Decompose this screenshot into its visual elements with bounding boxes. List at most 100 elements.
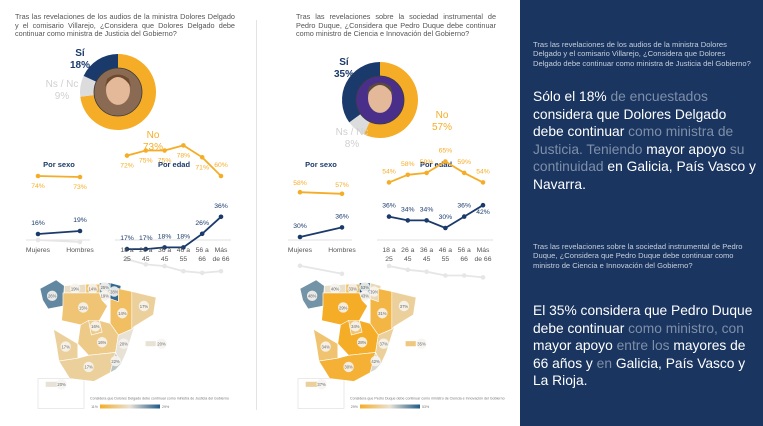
point-no [461,170,467,176]
map-legend-gradient [100,404,160,409]
point-nsnc [218,268,224,274]
map-value-label: 35% [417,342,426,347]
point-nsnc [199,270,205,276]
map-value-label: 48% [308,294,317,299]
sidebar-question-delgado: Tras las revelaciones de los audios de l… [533,40,751,68]
x-tick-label: de 66 [474,256,491,263]
x-tick-label: 25 [385,256,393,263]
map-value-label: 40% [331,286,340,291]
data-label-si: 36% [457,203,471,210]
map-value-bubble [370,355,381,367]
map-value-bubble [83,361,94,373]
map-value-bubble [78,302,89,313]
portrait-hair [104,74,132,88]
map-value-bubble [338,302,349,313]
summary-text: de encuestados [606,89,708,104]
donut-label-si: Sí [75,48,86,59]
point-nsnc [443,273,448,278]
chart-title: Por edad [158,160,191,169]
point-no [443,159,448,164]
map-value-label: 16% [98,340,107,345]
map-value-bubble [56,379,67,390]
map-value-label: 53% [361,285,370,290]
x-tick-label: 46 a [177,247,190,254]
map-legend-max: 29% [162,405,170,409]
map-value-bubble [347,283,358,294]
point-nsnc [35,237,41,243]
series-line-si [388,204,484,230]
x-tick-label: 45 [404,256,412,263]
point-nsnc [162,263,167,269]
x-tick-label: 45 [161,256,169,263]
point-nsnc [77,239,83,245]
map-value-bubble [109,286,120,297]
map-value-bubble [118,338,129,349]
donut-slice-si [83,54,118,82]
portrait-hair [366,82,394,96]
sidebar-summary-delgado: Sólo el 18% de encuestados considera que… [533,88,758,194]
point-si [162,245,167,250]
map-value-label: 14% [88,286,97,291]
summary-text: como ministra de Justicia. Teniendo [533,124,734,157]
map-value-label: 37% [400,304,409,309]
map-value-bubble [316,379,327,390]
point-no [124,153,130,158]
map-value-bubble [343,361,354,373]
x-tick-label: 56 a [458,247,471,254]
series-line-nsnc [299,264,343,275]
map-value-label: 19% [101,294,110,299]
sidebar-summary-duque: El 35% considera que Pedro Duque debe co… [533,302,758,390]
map-region [337,320,379,356]
donut-label-no: No [147,130,160,141]
map-legend-min: 29% [351,405,359,409]
x-tick-label: 45 [142,256,150,263]
map-region [145,340,157,347]
map-value-bubble [378,338,389,349]
point-nsnc [143,262,149,267]
x-tick-label: 26 a [139,247,152,254]
map-value-bubble [329,283,341,294]
map-value-label: 17% [61,344,70,349]
data-label-no: 59% [420,159,434,166]
sidebar-question-duque: Tras las revelaciones sobre la sociedad … [533,242,743,270]
map-value-bubble [60,341,71,352]
data-label-si: 17% [139,235,153,242]
map-value-label: 20% [57,382,66,387]
highlight-text: Sólo el 18% [533,89,607,104]
summary-text: en [592,355,616,371]
map-value-label: 31% [378,311,387,316]
data-label-si: 30% [293,223,307,230]
data-label-si: 17% [120,235,134,242]
x-tick-label: Mujeres [26,247,51,254]
x-tick-label: de 66 [212,256,229,263]
point-si [339,225,345,230]
data-label-no: 71% [195,164,209,171]
highlight-text: considera que Dolores Delgado debe conti… [533,106,727,140]
map-legend-title: Considera que Pedro Duque debe continuar… [350,397,505,401]
chart-title: Por sexo [305,160,337,169]
x-tick-label: Hombres [328,247,356,254]
series-line-no [37,175,81,178]
x-tick-label: 56 a [196,247,209,254]
data-label-si: 30% [439,214,453,221]
point-nsnc [297,263,303,269]
point-no [405,172,411,178]
highlight-text: Galicia, País Vasco y La Rioja. [533,355,746,389]
map-value-bubble [359,281,370,293]
x-tick-label: 45 [423,256,431,263]
map-value-bubble [156,338,167,349]
data-label-no: 59% [457,159,471,166]
chart-title: Por edad [420,160,453,169]
map-value-bubble [356,337,368,348]
donut-slice-nsnc [349,114,370,135]
map-value-label: 39% [370,289,379,294]
donut-value-nsnc: 9% [55,91,70,102]
map-value-bubble [90,321,101,332]
summary-text: entre los [612,338,674,354]
chart-title: Por sexo [43,160,75,169]
map-value-label: 37% [317,382,326,387]
data-label-si: 34% [420,206,434,213]
map-legend-title: Considera que Dolores Delgado debe conti… [90,397,229,401]
highlight-text: en Galicia, País Vasco y Navarra. [533,159,756,192]
